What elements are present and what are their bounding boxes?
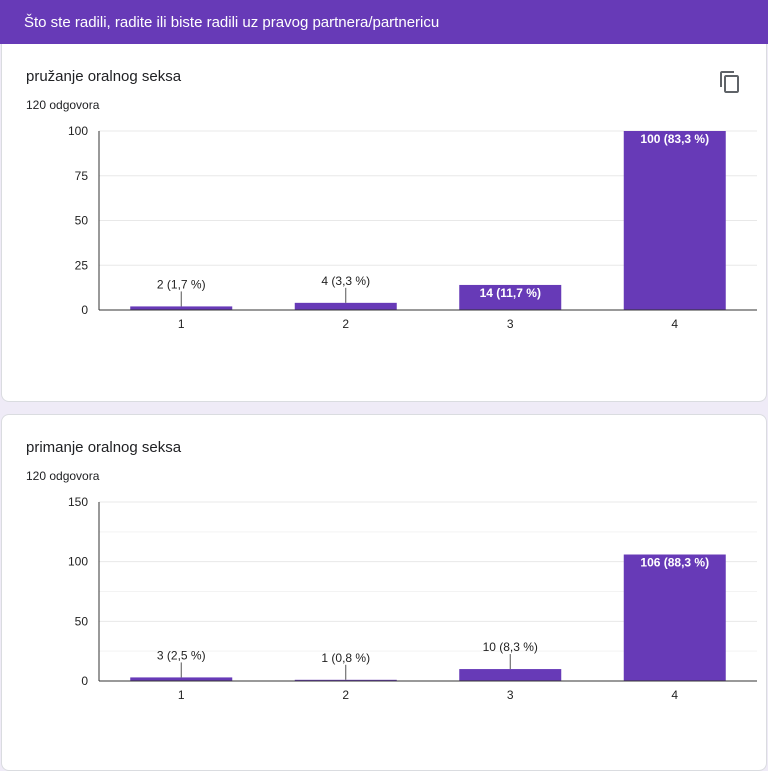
data-label: 106 (88,3 %) — [640, 556, 709, 570]
question-title: pružanje oralnog seksa — [26, 68, 182, 85]
data-label: 10 (8,3 %) — [483, 640, 538, 654]
x-tick-label: 2 — [342, 317, 349, 331]
y-tick-label: 75 — [75, 169, 89, 183]
bar — [459, 669, 562, 681]
bar — [294, 679, 397, 681]
bar — [459, 284, 562, 310]
y-tick-label: 150 — [68, 495, 88, 509]
x-tick-label: 4 — [671, 317, 678, 331]
x-tick-label: 2 — [342, 688, 349, 702]
response-count: 120 odgovora — [26, 98, 100, 112]
x-tick-label: 1 — [178, 688, 185, 702]
copy-icon[interactable] — [718, 70, 742, 94]
x-tick-label: 3 — [507, 317, 514, 331]
y-tick-label: 50 — [75, 214, 89, 228]
bar — [130, 677, 233, 681]
x-tick-label: 1 — [178, 317, 185, 331]
x-tick-label: 3 — [507, 688, 514, 702]
bar-chart-1: 0 25 50 75 100 2 (1,7 %) 1 4 (3,3 %) 2 14 (11,7 %… — [68, 124, 757, 331]
y-tick-label: 0 — [81, 303, 88, 317]
data-label: 2 (1,7 %) — [157, 277, 206, 291]
y-tick-label: 100 — [68, 555, 88, 569]
data-label: 4 (3,3 %) — [321, 274, 370, 288]
y-tick-label: 0 — [81, 674, 88, 688]
question-title: primanje oralnog seksa — [26, 439, 182, 456]
data-label: 100 (83,3 %) — [640, 132, 709, 146]
x-tick-label: 4 — [671, 688, 678, 702]
y-tick-label: 50 — [75, 614, 89, 628]
data-label: 14 (11,7 %) — [480, 286, 541, 300]
question-card-1: pružanje oralnog seksa 120 odgovora 0 25 5… — [1, 44, 767, 402]
section-header: Što ste radili, radite ili biste radili … — [0, 0, 768, 44]
data-label: 3 (2,5 %) — [157, 648, 206, 662]
response-count: 120 odgovora — [26, 469, 100, 483]
bar-chart-2: 0 50 100 150 3 (2,5 %) 1 1 (0,8 %) 2 10 (8,3 %) 3… — [68, 495, 757, 702]
bar — [623, 554, 726, 681]
y-tick-label: 100 — [68, 124, 88, 138]
section-title: Što ste radili, radite ili biste radili … — [24, 13, 440, 31]
bar — [294, 302, 397, 310]
bar — [130, 306, 233, 310]
data-label: 1 (0,8 %) — [321, 651, 370, 665]
bar — [623, 131, 726, 310]
question-card-2: primanje oralnog seksa 120 odgovora 0 50 1… — [1, 414, 767, 771]
y-tick-label: 25 — [75, 258, 89, 272]
